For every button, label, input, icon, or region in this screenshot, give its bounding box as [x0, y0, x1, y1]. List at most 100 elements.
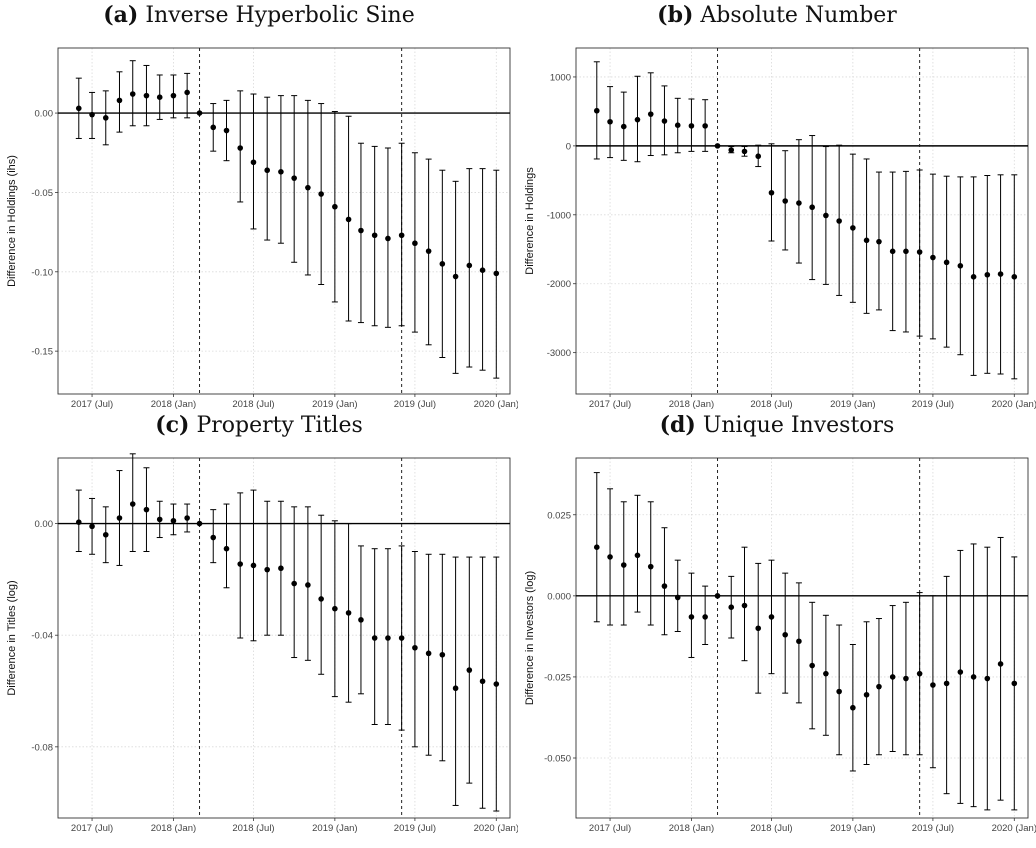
data-point	[318, 191, 324, 197]
data-point	[129, 501, 136, 507]
data-point	[714, 143, 721, 149]
x-tick-label: 2018 (Jul)	[750, 399, 792, 410]
plot-border	[575, 47, 1029, 395]
data-point-group	[849, 153, 856, 303]
y-tick-label: -0.08	[31, 742, 53, 753]
data-point	[89, 523, 95, 530]
data-point	[332, 203, 338, 210]
data-point	[371, 635, 378, 641]
data-point-group	[714, 143, 721, 149]
data-point-group	[647, 501, 654, 626]
data-point-group	[809, 601, 816, 730]
data-point	[916, 670, 923, 677]
data-point-group	[984, 175, 991, 374]
data-point	[278, 168, 284, 175]
y-tick-label: -0.15	[31, 347, 53, 358]
y-tick-label: -0.10	[31, 267, 53, 278]
data-point	[237, 561, 244, 567]
data-point	[943, 259, 950, 266]
data-point-group	[210, 509, 217, 564]
data-point-group	[493, 556, 500, 812]
data-point-group	[331, 110, 338, 303]
data-point	[984, 675, 991, 682]
data-point	[768, 614, 775, 620]
data-point	[250, 159, 257, 166]
data-point-group	[875, 171, 882, 311]
data-point-group	[75, 489, 82, 552]
data-point-group	[345, 115, 352, 322]
data-point-group	[822, 614, 829, 736]
data-point-group	[466, 168, 473, 368]
data-point-group	[425, 158, 432, 346]
x-tick-label: 2019 (Jan)	[830, 399, 875, 410]
data-point	[210, 534, 217, 541]
y-tick-label: 1000	[550, 72, 571, 83]
data-point	[385, 635, 391, 641]
data-point-group	[674, 559, 681, 633]
data-point-group	[479, 168, 486, 371]
data-point-group	[452, 180, 459, 374]
panel-title-text: Absolute Number	[700, 3, 897, 28]
data-point	[305, 582, 311, 588]
data-point	[823, 670, 829, 677]
data-point	[116, 97, 123, 104]
data-point-group	[916, 169, 923, 337]
panel-title: (d) Unique Investors	[518, 412, 1036, 438]
data-point-group	[970, 176, 977, 376]
data-point-group	[728, 575, 735, 639]
data-point	[264, 566, 270, 573]
data-point	[493, 681, 500, 687]
y-tick-label: -0.04	[31, 631, 53, 642]
y-tick-label: -3000	[547, 348, 571, 359]
x-tick-label: 2019 (Jul)	[394, 823, 436, 834]
data-point-group	[89, 91, 96, 139]
data-point	[170, 92, 177, 99]
panel-tag: (a)	[103, 2, 139, 28]
data-point-group	[702, 585, 709, 645]
plot-border	[575, 457, 1029, 819]
data-point-group	[371, 548, 378, 726]
data-point	[1011, 680, 1018, 687]
data-point-group	[863, 158, 870, 314]
data-point	[291, 175, 297, 181]
y-axis-label: Difference in Titles (log)	[6, 580, 18, 695]
data-point-group	[277, 500, 284, 636]
data-point-group	[304, 99, 311, 276]
data-point-group	[984, 546, 991, 811]
data-point-group	[425, 553, 432, 756]
data-point	[970, 674, 977, 680]
y-tick-label: 0.000	[547, 591, 571, 602]
data-point-group	[493, 169, 500, 379]
x-tick-label: 2017 (Jul)	[71, 399, 113, 410]
data-point-group	[782, 150, 789, 251]
data-point-group	[143, 467, 150, 552]
x-tick-label: 2017 (Jul)	[589, 399, 631, 410]
data-point	[345, 610, 352, 616]
data-point-group	[384, 147, 391, 328]
plot-border	[57, 457, 511, 819]
data-point	[850, 704, 856, 711]
data-point	[741, 602, 748, 609]
data-point	[75, 519, 82, 525]
data-point	[412, 644, 418, 651]
data-point	[102, 531, 109, 538]
panel-title: (c) Property Titles	[0, 412, 518, 438]
data-point-group	[331, 520, 338, 698]
data-point-group	[688, 98, 695, 152]
data-point-group	[439, 553, 446, 762]
data-point	[358, 617, 364, 623]
data-point	[634, 552, 641, 559]
data-point	[647, 111, 654, 117]
data-point-group	[929, 595, 936, 769]
data-point-group	[957, 176, 964, 356]
data-point	[688, 614, 695, 620]
data-point-group	[264, 500, 271, 636]
data-point-group	[929, 173, 936, 340]
data-point	[466, 262, 473, 269]
data-point-group	[143, 64, 150, 127]
y-tick-label: -0.025	[544, 672, 571, 683]
data-point	[620, 562, 627, 568]
data-point-group	[345, 523, 352, 703]
data-point-group	[439, 169, 446, 358]
data-point	[728, 147, 735, 153]
